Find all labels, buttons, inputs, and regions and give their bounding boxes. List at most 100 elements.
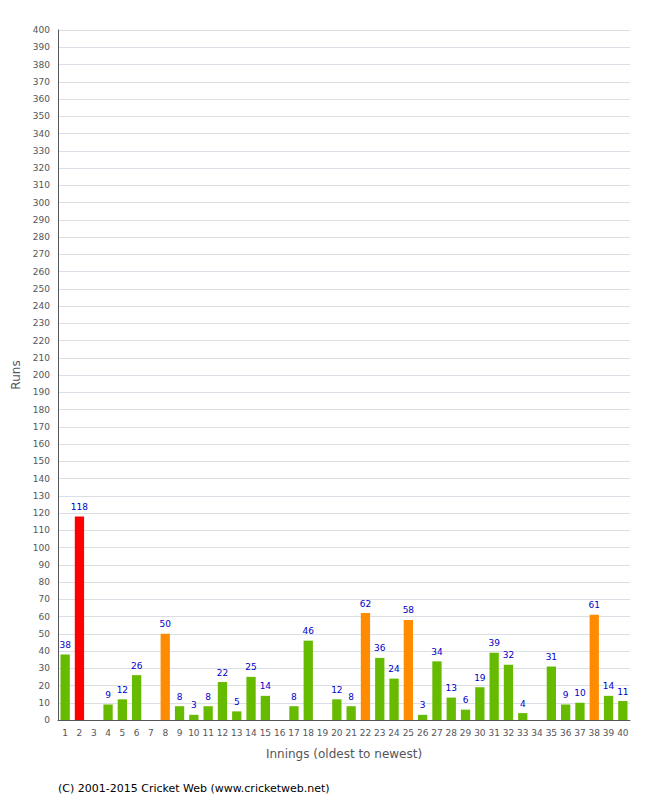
svg-text:14: 14 (260, 681, 272, 691)
svg-text:19: 19 (474, 673, 486, 683)
svg-text:40: 40 (617, 728, 629, 738)
svg-text:36: 36 (560, 728, 572, 738)
svg-text:150: 150 (33, 456, 50, 466)
svg-text:8: 8 (205, 692, 211, 702)
svg-text:390: 390 (33, 42, 50, 52)
svg-text:39: 39 (488, 638, 500, 648)
svg-text:0: 0 (44, 715, 50, 725)
svg-text:(C) 2001-2015 Cricket Web (www: (C) 2001-2015 Cricket Web (www.cricketwe… (58, 782, 330, 795)
svg-text:39: 39 (603, 728, 615, 738)
svg-text:24: 24 (388, 664, 400, 674)
svg-text:25: 25 (403, 728, 414, 738)
svg-text:1: 1 (62, 728, 68, 738)
svg-text:9: 9 (177, 728, 183, 738)
svg-text:220: 220 (33, 336, 50, 346)
svg-text:130: 130 (33, 491, 50, 501)
svg-text:250: 250 (33, 284, 50, 294)
svg-text:36: 36 (374, 643, 386, 653)
svg-text:70: 70 (39, 594, 51, 604)
svg-text:11: 11 (617, 687, 628, 697)
svg-text:280: 280 (33, 232, 50, 242)
svg-text:270: 270 (33, 249, 50, 259)
svg-text:21: 21 (345, 728, 356, 738)
svg-text:50: 50 (160, 619, 172, 629)
svg-text:29: 29 (460, 728, 472, 738)
svg-text:13: 13 (446, 683, 457, 693)
svg-text:370: 370 (33, 77, 50, 87)
svg-text:12: 12 (331, 685, 342, 695)
svg-text:190: 190 (33, 387, 50, 397)
svg-text:170: 170 (33, 422, 50, 432)
svg-text:360: 360 (33, 94, 50, 104)
svg-text:40: 40 (39, 646, 51, 656)
svg-text:23: 23 (374, 728, 385, 738)
svg-text:290: 290 (33, 215, 50, 225)
svg-text:38: 38 (589, 728, 601, 738)
svg-text:210: 210 (33, 353, 50, 363)
svg-text:37: 37 (574, 728, 585, 738)
svg-text:14: 14 (603, 681, 615, 691)
svg-text:58: 58 (403, 605, 415, 615)
svg-text:400: 400 (33, 25, 50, 35)
svg-text:2: 2 (77, 728, 83, 738)
svg-text:350: 350 (33, 111, 50, 121)
svg-text:80: 80 (39, 577, 51, 587)
svg-text:4: 4 (520, 699, 526, 709)
svg-text:300: 300 (33, 198, 50, 208)
svg-text:8: 8 (162, 728, 168, 738)
svg-text:26: 26 (131, 661, 143, 671)
svg-text:30: 30 (474, 728, 486, 738)
svg-text:100: 100 (33, 543, 50, 553)
svg-text:110: 110 (33, 525, 50, 535)
svg-text:160: 160 (33, 439, 50, 449)
svg-text:27: 27 (431, 728, 442, 738)
svg-text:200: 200 (33, 370, 50, 380)
svg-text:320: 320 (33, 163, 50, 173)
svg-text:Runs: Runs (9, 360, 23, 389)
svg-text:32: 32 (503, 650, 514, 660)
svg-text:22: 22 (217, 668, 228, 678)
svg-text:330: 330 (33, 146, 50, 156)
svg-text:31: 31 (546, 652, 557, 662)
svg-text:9: 9 (105, 690, 111, 700)
svg-text:11: 11 (202, 728, 213, 738)
svg-text:22: 22 (360, 728, 371, 738)
svg-text:6: 6 (463, 695, 469, 705)
svg-text:3: 3 (191, 700, 197, 710)
svg-text:Innings (oldest to newest): Innings (oldest to newest) (266, 747, 422, 761)
svg-text:6: 6 (134, 728, 140, 738)
svg-text:61: 61 (589, 600, 600, 610)
svg-text:34: 34 (531, 728, 543, 738)
svg-text:180: 180 (33, 405, 50, 415)
svg-text:8: 8 (291, 692, 297, 702)
svg-text:230: 230 (33, 318, 50, 328)
svg-text:30: 30 (39, 663, 51, 673)
svg-text:60: 60 (39, 612, 51, 622)
svg-text:5: 5 (234, 697, 240, 707)
svg-text:15: 15 (260, 728, 271, 738)
svg-text:24: 24 (388, 728, 400, 738)
svg-text:140: 140 (33, 474, 50, 484)
svg-text:260: 260 (33, 267, 50, 277)
svg-text:7: 7 (148, 728, 154, 738)
svg-text:62: 62 (360, 599, 371, 609)
svg-text:19: 19 (317, 728, 329, 738)
svg-text:33: 33 (517, 728, 528, 738)
svg-text:90: 90 (39, 560, 51, 570)
svg-text:12: 12 (217, 728, 228, 738)
svg-text:340: 340 (33, 129, 50, 139)
svg-text:240: 240 (33, 301, 50, 311)
svg-text:3: 3 (91, 728, 97, 738)
svg-text:26: 26 (417, 728, 429, 738)
svg-text:35: 35 (546, 728, 557, 738)
svg-text:50: 50 (39, 629, 51, 639)
svg-text:380: 380 (33, 60, 50, 70)
svg-text:9: 9 (563, 690, 569, 700)
svg-text:13: 13 (231, 728, 242, 738)
svg-text:28: 28 (446, 728, 458, 738)
svg-text:4: 4 (105, 728, 111, 738)
svg-text:38: 38 (59, 640, 71, 650)
svg-text:16: 16 (274, 728, 286, 738)
svg-text:32: 32 (503, 728, 514, 738)
svg-text:14: 14 (245, 728, 257, 738)
